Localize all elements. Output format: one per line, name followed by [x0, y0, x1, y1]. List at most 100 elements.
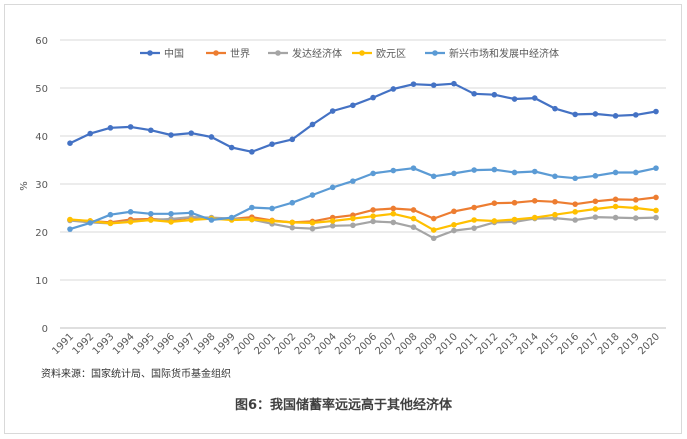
data-point	[531, 95, 538, 101]
data-point	[430, 235, 437, 242]
x-tick-label: 2004	[313, 331, 339, 357]
data-point	[531, 214, 538, 221]
data-point	[471, 204, 477, 211]
x-tick-label: 2018	[596, 331, 622, 357]
data-point	[552, 211, 558, 218]
data-point	[168, 132, 174, 138]
x-tick-label: 2013	[495, 331, 521, 357]
data-point	[430, 173, 437, 180]
data-point	[451, 80, 457, 87]
data-point	[329, 218, 336, 224]
x-tick-label: 1991	[50, 331, 76, 357]
legend-label: 中国	[164, 47, 184, 60]
x-tick-label: 2020	[636, 331, 662, 357]
data-point	[511, 216, 518, 223]
x-tick-label: 2008	[394, 331, 420, 357]
data-point	[329, 184, 336, 191]
legend-marker	[432, 50, 438, 56]
data-point	[87, 220, 94, 226]
x-tick-label: 2009	[414, 331, 440, 357]
data-point	[87, 130, 94, 137]
data-point	[350, 215, 356, 222]
data-point	[370, 213, 376, 219]
data-point	[612, 214, 619, 221]
data-point	[309, 121, 316, 128]
x-tick-label: 2010	[434, 331, 460, 357]
data-point	[127, 219, 134, 225]
data-point	[390, 219, 397, 226]
data-point	[632, 197, 639, 203]
x-tick-label: 1994	[111, 331, 137, 357]
data-point	[309, 225, 316, 232]
data-point	[592, 173, 599, 179]
data-point	[309, 220, 316, 226]
data-point	[127, 124, 134, 130]
data-point	[249, 149, 255, 155]
data-point	[451, 208, 457, 215]
x-tick-label: 2000	[232, 331, 258, 357]
legend-marker	[275, 50, 281, 56]
x-tick-label: 1998	[192, 331, 218, 357]
data-point	[228, 214, 235, 221]
data-point	[127, 209, 134, 215]
data-point	[653, 165, 659, 171]
series-line-3	[69, 205, 657, 232]
legend-label: 世界	[230, 48, 250, 60]
y-tick-label: 50	[35, 84, 48, 95]
x-tick-label: 1995	[131, 331, 157, 357]
data-point	[67, 226, 73, 232]
y-tick-label: 20	[35, 228, 48, 239]
data-point	[410, 207, 417, 213]
data-point	[289, 199, 296, 206]
data-point	[612, 169, 619, 176]
figure-caption: 图6：我国储蓄率远远高于其他经济体	[234, 398, 453, 413]
data-point	[107, 211, 114, 218]
data-point	[632, 215, 639, 221]
data-point	[612, 196, 619, 203]
x-tick-label: 2015	[535, 331, 561, 357]
x-tick-label: 1993	[91, 331, 117, 357]
x-tick-label: 2017	[576, 331, 602, 357]
data-point	[350, 222, 356, 229]
data-point	[592, 198, 599, 205]
data-point	[491, 91, 498, 98]
data-point	[592, 214, 599, 220]
series-line-0	[69, 82, 657, 153]
x-tick-label: 2011	[454, 331, 480, 357]
data-point	[451, 227, 457, 234]
data-point	[491, 218, 498, 224]
data-point	[309, 192, 316, 198]
x-tick-label: 2019	[616, 331, 642, 357]
data-point	[67, 140, 73, 146]
y-tick-label: 0	[42, 324, 48, 335]
data-point	[491, 200, 498, 206]
data-point	[430, 215, 437, 222]
data-point	[511, 199, 518, 206]
data-point	[350, 178, 356, 184]
x-tick-label: 1999	[212, 331, 238, 357]
data-point	[451, 222, 457, 228]
data-point	[410, 81, 417, 87]
data-point	[491, 166, 498, 173]
data-point	[653, 207, 659, 214]
data-point	[390, 167, 397, 174]
data-point	[249, 216, 255, 223]
data-point	[370, 170, 376, 177]
data-point	[572, 201, 578, 207]
data-point	[329, 108, 336, 114]
source-note: 资料来源：国家统计局、国际货币基金组织	[41, 369, 231, 380]
data-point	[390, 205, 397, 212]
data-point	[531, 168, 538, 175]
data-point	[572, 111, 578, 118]
data-point	[370, 94, 376, 101]
x-tick-label: 1996	[151, 331, 177, 357]
data-point	[249, 204, 255, 211]
data-point	[370, 207, 376, 213]
data-point	[632, 205, 639, 211]
x-tick-label: 2002	[273, 331, 299, 357]
data-point	[552, 173, 558, 180]
data-point	[390, 210, 397, 217]
data-point	[289, 219, 296, 226]
data-point	[592, 206, 599, 212]
